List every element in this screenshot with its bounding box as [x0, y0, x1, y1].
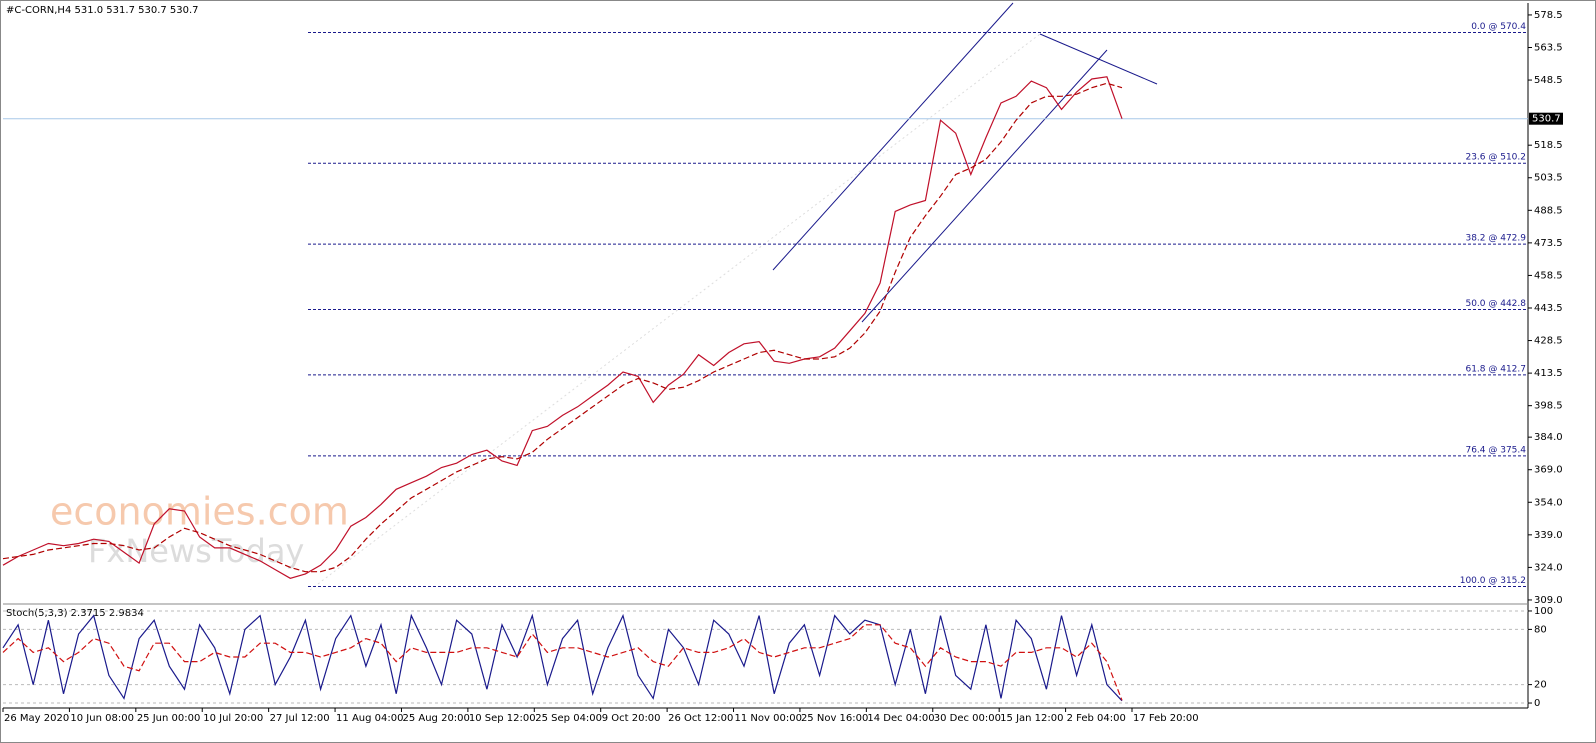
- fib-label: 23.6 @ 510.2: [1465, 153, 1526, 163]
- fib-label: 50.0 @ 442.8: [1465, 299, 1526, 309]
- watermark: economies.com: [50, 490, 349, 534]
- fib-label: 61.8 @ 412.7: [1465, 364, 1526, 374]
- x-tick-label: 25 Sep 04:00: [535, 713, 602, 724]
- x-tick-label: 11 Nov 00:00: [735, 713, 802, 724]
- x-tick-label: 14 Dec 04:00: [867, 713, 934, 724]
- x-tick-label: 10 Jun 08:00: [70, 713, 134, 724]
- trend-line: [1039, 33, 1158, 85]
- y-tick-label: 428.5: [1534, 336, 1563, 347]
- fib-label: 0.0 @ 570.4: [1471, 22, 1526, 32]
- y-tick-label: 563.5: [1534, 43, 1563, 54]
- y-tick-label: 503.5: [1534, 173, 1563, 184]
- indicator-tick-label: 80: [1534, 624, 1547, 635]
- y-tick-label: 518.5: [1534, 140, 1563, 151]
- y-tick-label: 473.5: [1534, 238, 1563, 249]
- y-tick-label: 398.5: [1534, 401, 1563, 412]
- x-tick-label: 25 Jun 00:00: [137, 713, 201, 724]
- y-tick-label: 488.5: [1534, 205, 1563, 216]
- x-tick-label: 15 Jan 12:00: [1000, 713, 1063, 724]
- price-line: [2, 624, 1123, 701]
- x-tick-label: 25 Nov 16:00: [801, 713, 868, 724]
- x-tick-label: 25 Aug 20:00: [402, 713, 469, 724]
- x-tick-label: 17 Feb 20:00: [1133, 713, 1199, 724]
- y-tick-label: 458.5: [1534, 270, 1563, 281]
- x-tick-label: 30 Dec 00:00: [934, 713, 1001, 724]
- fib-label: 76.4 @ 375.4: [1465, 445, 1526, 455]
- channel-upper: [772, 2, 1014, 271]
- indicator-tick-label: 0: [1534, 698, 1540, 709]
- fib-label: 100.0 @ 315.2: [1460, 576, 1526, 586]
- y-tick-label: 548.5: [1534, 75, 1563, 86]
- y-tick-label: 369.0: [1534, 465, 1563, 476]
- x-tick-label: 10 Jul 20:00: [203, 713, 263, 724]
- y-tick-label: 324.0: [1534, 562, 1563, 573]
- watermark: FxNewsToday: [88, 532, 304, 570]
- price-line: [2, 76, 1123, 579]
- y-tick-label: 384.0: [1534, 432, 1563, 443]
- y-tick-label: 339.0: [1534, 530, 1563, 541]
- x-tick-label: 11 Aug 04:00: [336, 713, 403, 724]
- indicator-title: Stoch(5,3,3) 2.3715 2.9834: [6, 608, 144, 619]
- x-tick-label: 10 Sep 12:00: [469, 713, 536, 724]
- y-tick-label: 578.5: [1534, 10, 1563, 21]
- y-tick-label: 413.5: [1534, 368, 1563, 379]
- price-line: [2, 613, 1123, 702]
- fib-label: 38.2 @ 472.9: [1465, 234, 1526, 244]
- x-tick-label: 2 Feb 04:00: [1067, 713, 1126, 724]
- y-tick-label: 309.0: [1534, 595, 1563, 606]
- current-price-box: [1529, 112, 1563, 125]
- indicator-tick-label: 100: [1534, 606, 1553, 617]
- x-tick-label: 26 Oct 12:00: [668, 713, 733, 724]
- y-tick-label: 354.0: [1534, 497, 1563, 508]
- x-tick-label: 26 May 2020: [4, 713, 69, 724]
- y-tick-label: 443.5: [1534, 303, 1563, 314]
- x-tick-label: 9 Oct 20:00: [602, 713, 661, 724]
- x-tick-label: 27 Jul 12:00: [270, 713, 330, 724]
- chart-title: #C-CORN,H4 531.0 531.7 530.7 530.7: [6, 5, 199, 16]
- price-line: [2, 82, 1123, 573]
- indicator-tick-label: 20: [1534, 680, 1547, 691]
- current-price-label: 530.7: [1532, 114, 1561, 125]
